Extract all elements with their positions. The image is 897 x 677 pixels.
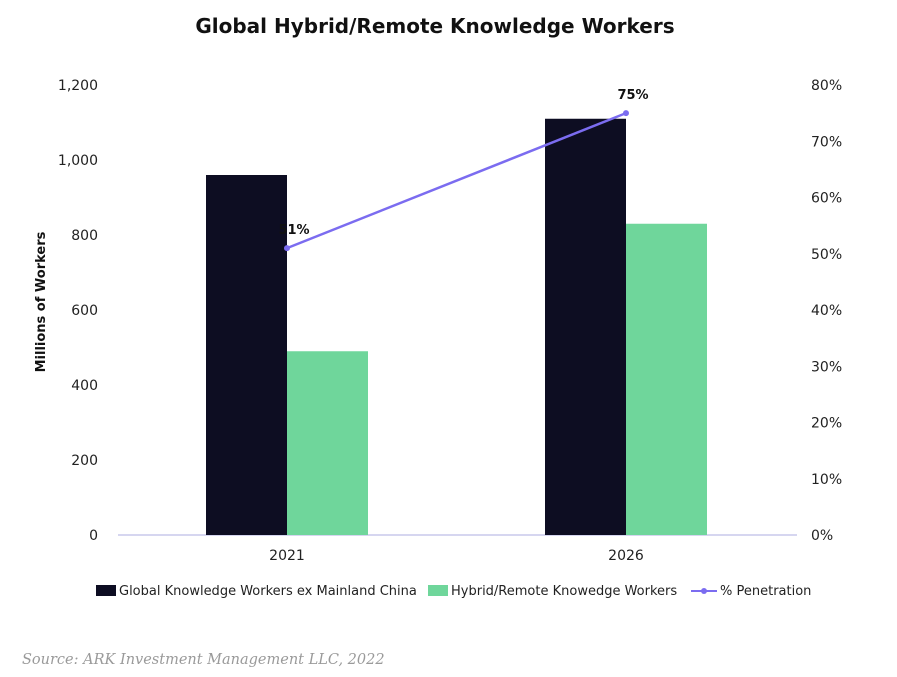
data-label: 51%	[278, 223, 309, 238]
y-axis-label: Millions of Workers	[34, 231, 49, 372]
y-tick-label: 1,000	[58, 153, 98, 169]
y-axis-left: 0 200 400 600 800 1,000 1,200	[58, 78, 98, 544]
legend: Global Knowledge Workers ex Mainland Chi…	[96, 584, 811, 599]
y-tick-label: 800	[71, 228, 98, 244]
bar	[626, 223, 707, 535]
source-note: Source: ARK Investment Management LLC, 2…	[22, 652, 385, 668]
data-label: 75%	[617, 88, 648, 103]
y2-tick-label: 80%	[811, 78, 842, 94]
legend-swatch	[428, 585, 448, 596]
legend-swatch	[96, 585, 116, 596]
y-tick-label: 0	[89, 528, 98, 544]
chart-title: Global Hybrid/Remote Knowledge Workers	[195, 14, 674, 38]
y-tick-label: 600	[71, 303, 98, 319]
y2-tick-label: 60%	[811, 191, 842, 207]
y2-tick-label: 50%	[811, 247, 842, 263]
y2-tick-label: 30%	[811, 359, 842, 375]
y2-tick-label: 10%	[811, 472, 842, 488]
y-tick-label: 400	[71, 378, 98, 394]
bar	[545, 118, 626, 535]
y-tick-label: 200	[71, 453, 98, 469]
bars	[206, 118, 707, 535]
y-tick-label: 1,200	[58, 78, 98, 94]
line-path	[286, 111, 627, 250]
y2-tick-label: 20%	[811, 416, 842, 432]
bar	[287, 351, 368, 535]
y2-tick-label: 70%	[811, 134, 842, 150]
bar	[206, 175, 287, 535]
line-point	[284, 245, 290, 252]
x-tick-label: 2026	[608, 548, 644, 564]
x-tick-label: 2021	[269, 548, 305, 564]
y2-tick-label: 0%	[811, 528, 833, 544]
line-point	[623, 110, 629, 117]
x-axis: 2021 2026	[269, 548, 644, 564]
legend-marker	[701, 588, 707, 594]
y-axis-right: 0% 10% 20% 30% 40% 50% 60% 70% 80%	[811, 78, 842, 544]
legend-label: Hybrid/Remote Knowedge Workers	[451, 584, 677, 599]
legend-label: % Penetration	[720, 584, 811, 599]
y2-tick-label: 40%	[811, 303, 842, 319]
penetration-line: 51% 75%	[278, 88, 649, 252]
legend-label: Global Knowledge Workers ex Mainland Chi…	[119, 584, 417, 599]
